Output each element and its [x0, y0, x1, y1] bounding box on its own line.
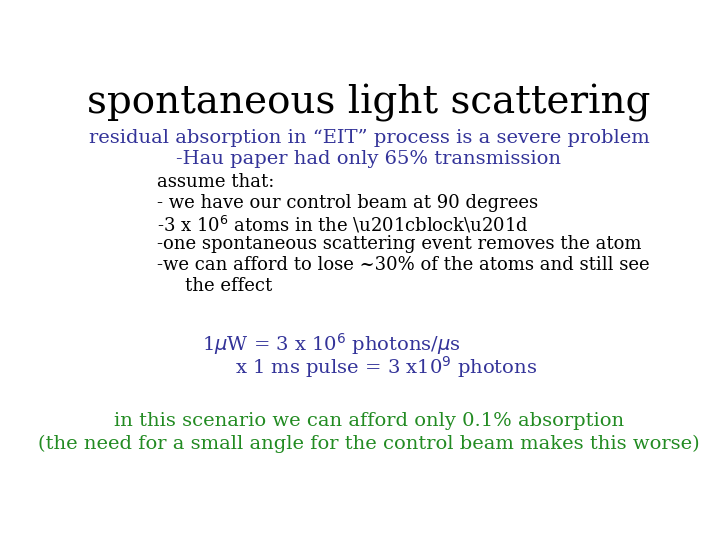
Text: -Hau paper had only 65% transmission: -Hau paper had only 65% transmission	[176, 150, 562, 168]
Text: - we have our control beam at 90 degrees: - we have our control beam at 90 degrees	[157, 194, 538, 212]
Text: -we can afford to lose ~30% of the atoms and still see: -we can afford to lose ~30% of the atoms…	[157, 256, 649, 274]
Text: x 1 ms pulse = 3 x10$^9$ photons: x 1 ms pulse = 3 x10$^9$ photons	[235, 354, 536, 380]
Text: assume that:: assume that:	[157, 173, 274, 191]
Text: -one spontaneous scattering event removes the atom: -one spontaneous scattering event remove…	[157, 235, 642, 253]
Text: spontaneous light scattering: spontaneous light scattering	[87, 84, 651, 122]
Text: residual absorption in “EIT” process is a severe problem: residual absorption in “EIT” process is …	[89, 129, 649, 147]
Text: (the need for a small angle for the control beam makes this worse): (the need for a small angle for the cont…	[38, 435, 700, 453]
Text: the effect: the effect	[185, 277, 272, 295]
Text: in this scenario we can afford only 0.1% absorption: in this scenario we can afford only 0.1%…	[114, 412, 624, 430]
Text: -3 x 10$^6$ atoms in the \u201cblock\u201d: -3 x 10$^6$ atoms in the \u201cblock\u20…	[157, 214, 528, 235]
Text: 1$\mu$W = 3 x 10$^6$ photons/$\mu$s: 1$\mu$W = 3 x 10$^6$ photons/$\mu$s	[202, 331, 460, 357]
